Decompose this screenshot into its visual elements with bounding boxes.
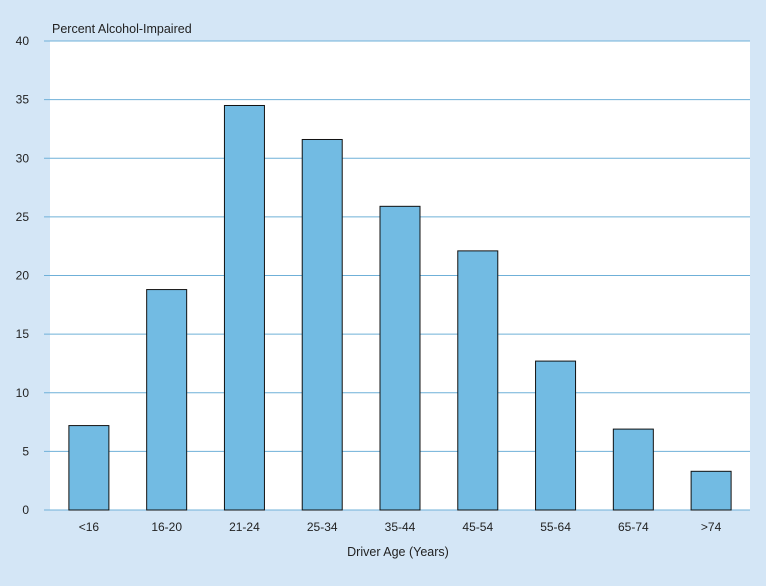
- bar: [457, 250, 499, 511]
- bar: [690, 470, 732, 511]
- x-tick-label: <16: [79, 520, 100, 534]
- x-tick-label: 21-24: [229, 520, 260, 534]
- y-tick-label: 5: [22, 444, 29, 458]
- y-tick-label: 40: [16, 34, 30, 48]
- bar: [379, 205, 421, 511]
- x-tick-label: 45-54: [462, 520, 493, 534]
- x-tick-label: >74: [701, 520, 722, 534]
- x-tick-label: 35-44: [385, 520, 416, 534]
- x-axis-title: Driver Age (Years): [347, 545, 449, 559]
- x-axis-ticks: <16 16-20 21-24 25-34 35-44 45-54 55-64 65-74 >7…: [79, 520, 722, 534]
- y-tick-label: 35: [16, 93, 30, 107]
- x-tick-label: 55-64: [540, 520, 571, 534]
- y-axis-title: Percent Alcohol-Impaired: [52, 22, 192, 36]
- bar: [612, 428, 654, 511]
- y-axis-ticks: 0 5 10 15 20 25 30 35 40: [16, 34, 30, 517]
- x-tick-label: 65-74: [618, 520, 649, 534]
- x-tick-label: 25-34: [307, 520, 338, 534]
- bar: [68, 425, 110, 511]
- y-tick-label: 25: [16, 210, 30, 224]
- y-tick-label: 20: [16, 269, 30, 283]
- bar: [223, 104, 265, 511]
- y-tick-label: 15: [16, 327, 30, 341]
- y-tick-label: 10: [16, 386, 30, 400]
- bar: [301, 138, 343, 511]
- bars: [68, 104, 732, 511]
- x-tick-label: 16-20: [151, 520, 182, 534]
- bar: [535, 360, 577, 511]
- bar: [146, 289, 188, 511]
- y-tick-label: 0: [22, 503, 29, 517]
- y-tick-label: 30: [16, 151, 30, 165]
